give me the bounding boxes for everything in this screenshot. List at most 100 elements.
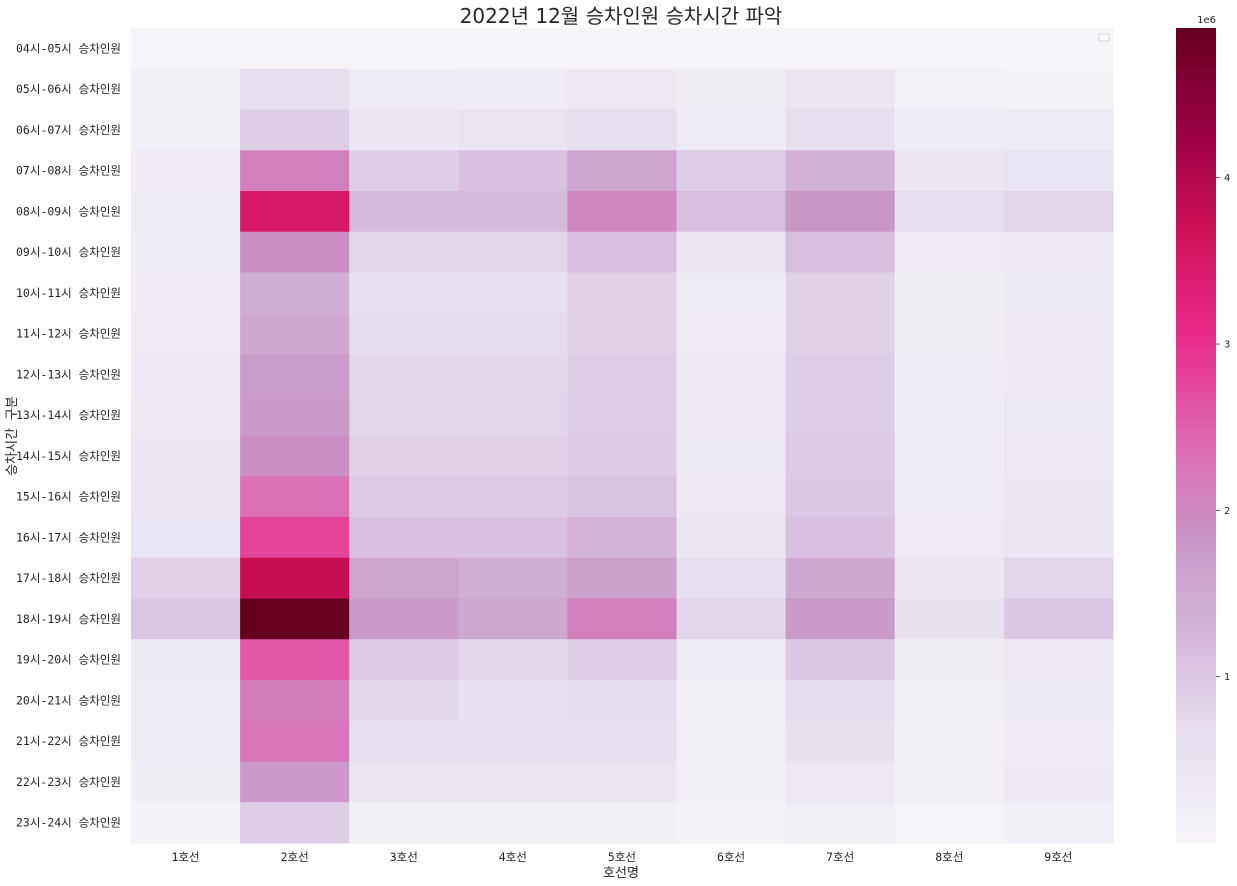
- heatmap-cell: [785, 557, 896, 600]
- heatmap-cell: [1003, 313, 1114, 355]
- heatmap-cell: [785, 394, 896, 437]
- heatmap-cell: [240, 313, 350, 355]
- heatmap-cell: [567, 354, 678, 396]
- heatmap-cell: [458, 720, 568, 763]
- heatmap-cell: [676, 680, 787, 722]
- heatmap-cell: [240, 68, 350, 111]
- heatmap-cell: [676, 720, 787, 763]
- heatmap-cell: [567, 639, 678, 681]
- heatmap-cell: [1003, 802, 1114, 844]
- heatmap-cell: [240, 394, 350, 437]
- heatmap-cell: [567, 28, 678, 70]
- heatmap-cell: [349, 557, 459, 600]
- heatmap-cell: [785, 191, 896, 233]
- y-tick-label: 08시-09시 승차인원: [16, 204, 121, 218]
- heatmap-cell: [567, 435, 678, 477]
- heatmap-cell: [240, 476, 350, 518]
- colorbar: [1176, 28, 1216, 843]
- heatmap-cell: [1003, 435, 1114, 477]
- heatmap-cell: [131, 680, 241, 722]
- heatmap-cell: [349, 680, 459, 722]
- x-tick-label: 7호선: [826, 850, 854, 864]
- heatmap-cell: [894, 28, 1005, 70]
- heatmap-cell: [240, 680, 350, 722]
- heatmap-cell: [785, 598, 896, 640]
- heatmap-cell: [349, 191, 459, 233]
- heatmap-cell: [785, 109, 896, 151]
- heatmap-cell: [567, 598, 678, 640]
- heatmap-cell: [458, 476, 568, 518]
- heatmap-cell: [567, 476, 678, 518]
- heatmap-cell: [676, 557, 787, 600]
- y-tick-label: 21시-22시 승차인원: [16, 734, 121, 748]
- heatmap-cell: [131, 68, 241, 111]
- heatmap-cell: [349, 517, 459, 559]
- heatmap-cell: [894, 680, 1005, 722]
- heatmap-cell: [785, 231, 896, 274]
- heatmap-cell: [240, 231, 350, 274]
- heatmap-cell: [240, 557, 350, 600]
- heatmap-cell: [458, 557, 568, 600]
- heatmap-cell: [676, 435, 787, 477]
- heatmap-cell: [894, 639, 1005, 681]
- heatmap-cell: [349, 598, 459, 640]
- heatmap-cell: [131, 598, 241, 640]
- heatmap-cell: [894, 109, 1005, 151]
- heatmap-cell: [458, 680, 568, 722]
- heatmap-cell: [894, 272, 1005, 314]
- heatmap-cell: [785, 639, 896, 681]
- y-tick-label: 23시-24시 승차인원: [16, 816, 121, 830]
- y-tick-label: 15시-16시 승차인원: [16, 490, 121, 504]
- heatmap-cell: [676, 68, 787, 111]
- y-tick-label: 07시-08시 승차인원: [16, 164, 121, 178]
- heatmap-cell: [458, 109, 568, 151]
- heatmap-cell: [458, 191, 568, 233]
- heatmap-cell: [894, 231, 1005, 274]
- heatmap-cell: [131, 354, 241, 396]
- heatmap-cell: [785, 28, 896, 70]
- heatmap-cell: [131, 231, 241, 274]
- y-tick-label: 22시-23시 승차인원: [16, 775, 121, 789]
- heatmap-cell: [567, 313, 678, 355]
- heatmap-cell: [131, 313, 241, 355]
- heatmap-cell: [458, 231, 568, 274]
- heatmap-cell: [894, 354, 1005, 396]
- heatmap-cell: [458, 313, 568, 355]
- heatmap-cell: [567, 394, 678, 437]
- y-tick-label: 06시-07시 승차인원: [16, 123, 121, 137]
- heatmap-cell: [785, 720, 896, 763]
- heatmap-cell: [349, 28, 459, 70]
- heatmap-cell: [240, 802, 350, 844]
- heatmap-cell: [349, 802, 459, 844]
- heatmap-cell: [349, 761, 459, 803]
- x-axis-label: 호선명: [603, 866, 639, 881]
- y-tick-label: 05시-06시 승차인원: [16, 82, 121, 96]
- heatmap-cell: [567, 680, 678, 722]
- heatmap-cell: [240, 639, 350, 681]
- y-tick-label: 09시-10시 승차인원: [16, 245, 121, 259]
- y-axis-label: 승차시간 구분: [5, 396, 20, 476]
- heatmap-cell: [240, 272, 350, 314]
- heatmap-cell: [676, 28, 787, 70]
- heatmap-cell: [785, 313, 896, 355]
- heatmap-cell: [458, 435, 568, 477]
- heatmap-cell: [131, 557, 241, 600]
- heatmap-cell: [349, 435, 459, 477]
- x-tick-label: 2호선: [281, 850, 309, 864]
- heatmap-cell: [1003, 68, 1114, 111]
- heatmap-cell: [131, 720, 241, 763]
- heatmap-cell: [131, 191, 241, 233]
- heatmap-cell: [458, 272, 568, 314]
- heatmap-cell: [458, 68, 568, 111]
- heatmap-cell: [349, 476, 459, 518]
- y-tick-label: 14시-15시 승차인원: [16, 449, 121, 463]
- heatmap-cell: [458, 761, 568, 803]
- heatmap-cell: [458, 517, 568, 559]
- heatmap-cell: [894, 313, 1005, 355]
- x-tick-label: 5호선: [608, 850, 636, 864]
- heatmap-cell: [785, 802, 896, 844]
- heatmap-cell: [349, 720, 459, 763]
- heatmap-cell: [894, 191, 1005, 233]
- y-tick-label: 18시-19시 승차인원: [16, 612, 121, 626]
